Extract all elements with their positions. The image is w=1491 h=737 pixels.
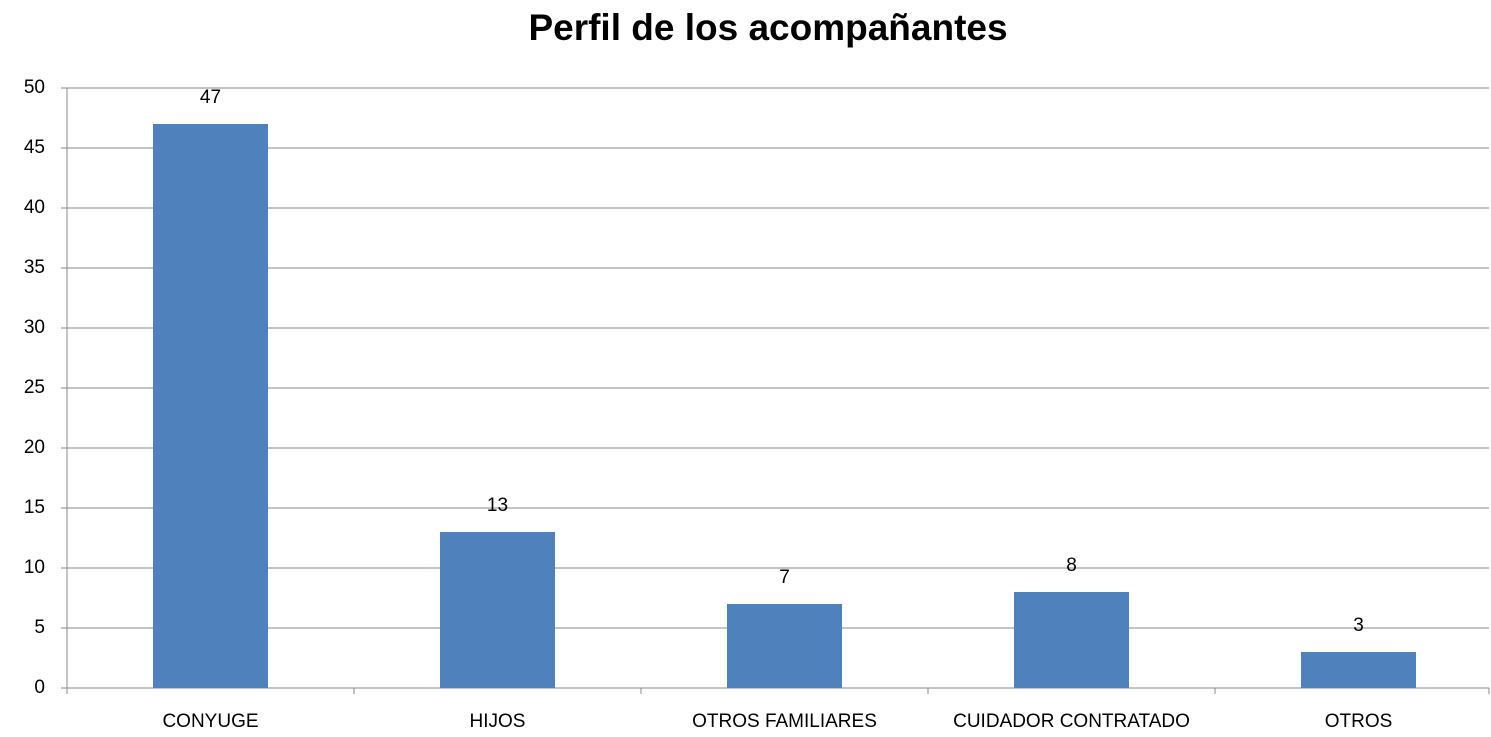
data-label: 7 (779, 567, 790, 588)
bar (1301, 652, 1416, 688)
x-tick-label: HIJOS (470, 711, 526, 732)
data-label: 3 (1353, 615, 1364, 636)
y-tick-label: 5 (34, 617, 45, 638)
y-tick-label: 40 (24, 197, 45, 218)
x-tick-label: CUIDADOR CONTRATADO (953, 711, 1190, 732)
data-label: 8 (1066, 555, 1077, 576)
chart-title: Perfil de los acompañantes (528, 7, 1007, 48)
bar (440, 532, 555, 688)
y-tick-label: 45 (24, 137, 45, 158)
y-tick-label: 30 (24, 317, 45, 338)
y-tick-label: 15 (24, 497, 45, 518)
data-label: 13 (487, 495, 508, 516)
y-tick-label: 50 (24, 77, 45, 98)
y-tick-label: 25 (24, 377, 45, 398)
y-tick-label: 20 (24, 437, 45, 458)
bar (153, 124, 268, 688)
y-tick-label: 0 (34, 677, 45, 698)
x-tick-label: OTROS FAMILIARES (692, 711, 877, 732)
bar (1014, 592, 1129, 688)
data-label: 47 (200, 87, 221, 108)
y-tick-label: 10 (24, 557, 45, 578)
x-tick-label: OTROS (1325, 711, 1393, 732)
bar (727, 604, 842, 688)
x-tick-label: CONYUGE (162, 711, 258, 732)
y-tick-label: 35 (24, 257, 45, 278)
